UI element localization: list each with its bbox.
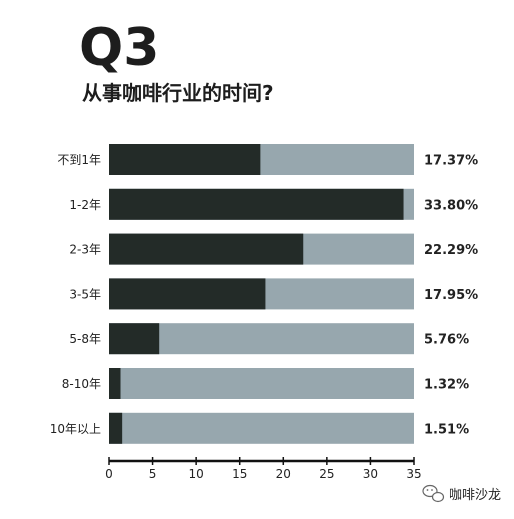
- bar: [109, 188, 404, 220]
- category-labels: 不到1年 1-2年 2-3年 3-5年 5-8年 8-10年 10年以上: [50, 153, 101, 436]
- x-tick-label: 15: [232, 467, 247, 481]
- bar-remainder: [109, 368, 414, 399]
- bars: [109, 144, 414, 444]
- category-label: 10年以上: [50, 422, 101, 436]
- bar: [109, 323, 160, 355]
- category-label: 8-10年: [62, 377, 101, 391]
- bar-remainder: [109, 323, 414, 355]
- x-tick-label: 20: [276, 467, 291, 481]
- value-label: 5.76%: [424, 333, 469, 348]
- category-label: 不到1年: [57, 153, 101, 167]
- x-axis: 0 5 10 15 20 25 30 35: [105, 457, 422, 481]
- bar: [109, 233, 304, 265]
- wechat-bubble-icon: [422, 484, 445, 503]
- value-label: 22.29%: [424, 243, 478, 258]
- bar-remainder: [109, 412, 414, 444]
- x-tick-label: 0: [105, 467, 113, 481]
- chart-title: 从事咖啡行业的时间?: [82, 81, 274, 105]
- question-number: Q3: [79, 18, 159, 78]
- category-label: 3-5年: [69, 287, 101, 301]
- category-label: 5-8年: [69, 332, 101, 346]
- value-label: 1.32%: [424, 378, 469, 393]
- bar: [109, 144, 261, 175]
- category-label: 1-2年: [69, 198, 101, 212]
- x-tick-label: 30: [363, 467, 378, 481]
- bar: [109, 278, 266, 310]
- watermark-text: 咖啡沙龙: [449, 488, 501, 503]
- x-tick-label: 25: [319, 467, 334, 481]
- x-tick-label: 10: [189, 467, 204, 481]
- value-labels: 17.37% 33.80% 22.29% 17.95% 5.76% 1.32% 1.51%: [424, 154, 478, 438]
- value-label: 1.51%: [424, 422, 469, 437]
- bar: [109, 412, 123, 444]
- watermark: 咖啡沙龙: [422, 484, 501, 503]
- value-label: 17.95%: [424, 288, 478, 303]
- value-label: 33.80%: [424, 198, 478, 213]
- category-label: 2-3年: [69, 243, 101, 257]
- value-label: 17.37%: [424, 154, 478, 169]
- x-tick-label: 35: [406, 467, 421, 481]
- x-tick-label: 5: [149, 467, 157, 481]
- bar: [109, 368, 121, 399]
